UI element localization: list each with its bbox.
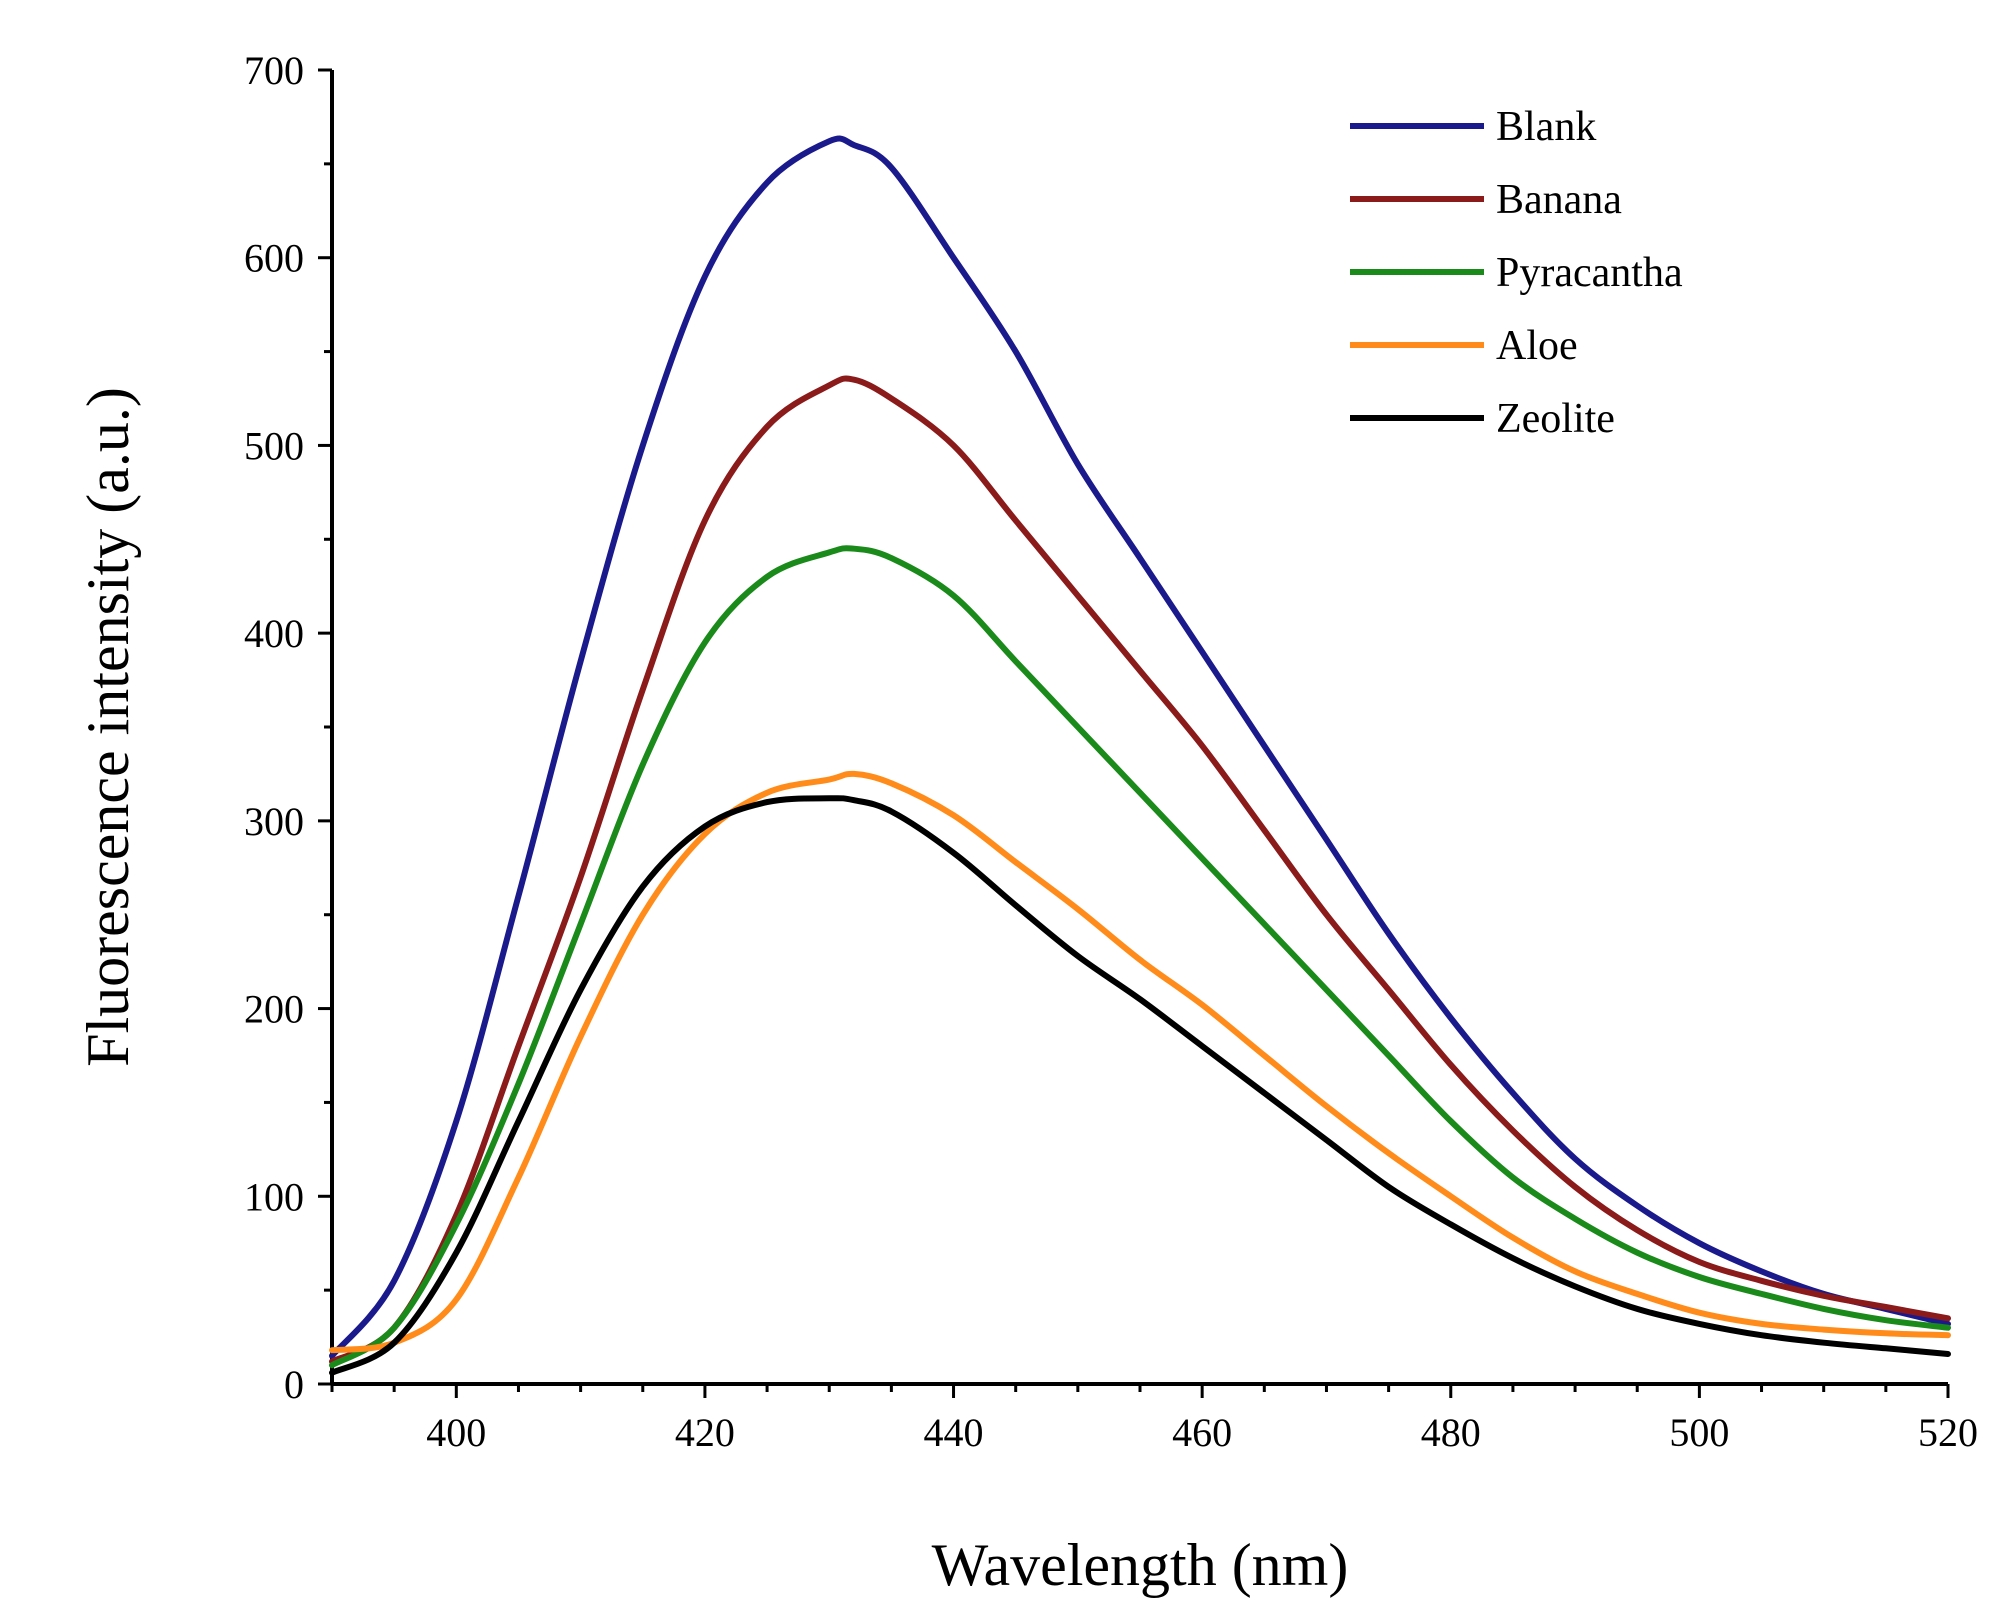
y-tick-label: 700	[244, 48, 304, 93]
y-tick-label: 300	[244, 799, 304, 844]
y-tick-label: 0	[284, 1362, 304, 1407]
x-tick-label: 500	[1669, 1410, 1729, 1455]
legend-label-banana: Banana	[1496, 177, 1622, 223]
legend-label-zeolite: Zeolite	[1496, 396, 1615, 442]
y-tick-label: 500	[244, 423, 304, 468]
series-line-pyracantha	[329, 545, 1951, 1369]
axes: 400 420 440 460 480 500 520 0 100 200 300 400 500 600…	[244, 48, 1978, 1455]
legend-label-pyracantha: Pyracantha	[1496, 250, 1683, 296]
legend: Blank Banana Pyracantha Aloe Zeolite	[1350, 104, 1683, 442]
y-tick-label: 200	[244, 987, 304, 1032]
y-tick-label: 400	[244, 611, 304, 656]
series-line-blank	[329, 135, 1951, 1359]
y-tick-label: 100	[244, 1174, 304, 1219]
x-tick-label: 460	[1172, 1410, 1232, 1455]
x-tick-label: 440	[924, 1410, 984, 1455]
legend-label-aloe: Aloe	[1496, 323, 1578, 369]
x-axis-title: Wavelength (nm)	[932, 1532, 1349, 1598]
y-axis-title: Fluorescence intensity (a.u.)	[75, 387, 141, 1067]
x-tick-label: 400	[426, 1410, 486, 1455]
x-tick-label: 520	[1918, 1410, 1978, 1455]
y-tick-label: 600	[244, 236, 304, 281]
series-line-zeolite	[329, 795, 1951, 1376]
series-line-aloe	[329, 770, 1951, 1354]
legend-label-blank: Blank	[1496, 104, 1596, 150]
x-tick-label: 420	[675, 1410, 735, 1455]
x-tick-label: 480	[1421, 1410, 1481, 1455]
series-layer	[329, 135, 1951, 1376]
series-line-banana	[329, 375, 1951, 1365]
